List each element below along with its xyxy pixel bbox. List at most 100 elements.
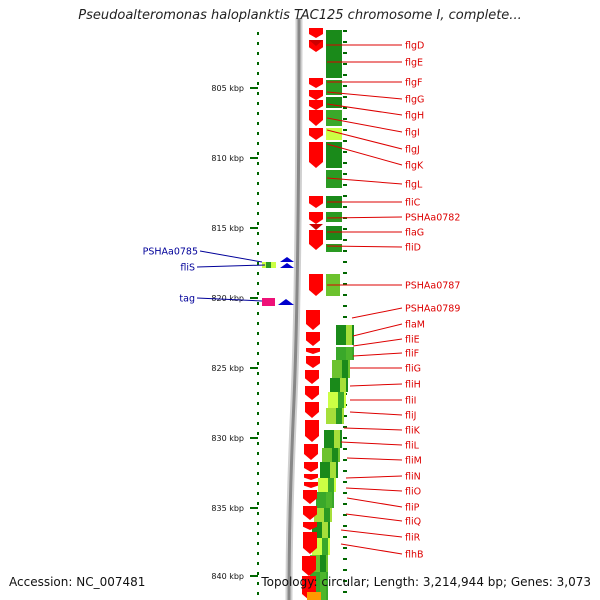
- right-dot: [343, 118, 347, 120]
- scale-dot: [257, 592, 259, 595]
- gene-label-flgi: flgI: [405, 128, 420, 139]
- expression-block: [326, 80, 342, 95]
- scale-dot: [257, 322, 259, 325]
- scale-tick-label: 835 kbp: [211, 504, 244, 513]
- scale-tick-label: 830 kbp: [211, 434, 244, 443]
- right-dot: [343, 151, 347, 153]
- gene-label-line: [340, 441, 403, 446]
- expression-block: [320, 555, 326, 572]
- gene-label-flgh: flgH: [405, 111, 424, 122]
- forward-gene-arrow: [304, 474, 318, 480]
- forward-gene-arrow: [305, 402, 319, 418]
- scale-dot: [257, 282, 259, 285]
- scale-dot: [257, 332, 259, 335]
- scale-dot: [257, 162, 259, 165]
- scale-dot: [257, 562, 259, 565]
- scale-dot: [257, 202, 259, 205]
- right-dot: [343, 107, 347, 109]
- forward-gene-arrow: [303, 490, 317, 504]
- gene-label-pshaa0782: PSHAa0782: [405, 213, 460, 224]
- scale-dot: [257, 572, 259, 575]
- expression-block: [326, 97, 342, 108]
- right-dot: [343, 195, 347, 197]
- gene-label-flgk: flgK: [405, 161, 424, 172]
- forward-gene-arrow: [309, 128, 323, 140]
- gene-label-line: [326, 129, 403, 150]
- forward-gene-arrow: [309, 78, 323, 88]
- gene-label-line: [346, 497, 403, 508]
- scale-dot: [257, 352, 259, 355]
- scale-dot: [257, 222, 259, 225]
- topology-label: Topology: circular; Length: 3,214,944 bp…: [261, 575, 591, 589]
- scale-dot: [257, 542, 259, 545]
- gene-label-flid: fliD: [405, 243, 421, 254]
- scale-dot: [257, 72, 259, 75]
- right-dot: [343, 525, 347, 527]
- gene-label-flir: fliR: [405, 533, 421, 544]
- expression-block: [338, 392, 344, 408]
- scale-dot: [257, 522, 259, 525]
- expression-block: [326, 492, 332, 508]
- expression-block: [332, 448, 338, 462]
- right-dot: [343, 316, 347, 318]
- gene-label-line: [326, 91, 403, 100]
- gene-label-flgf: flgF: [405, 78, 422, 89]
- scale-dot: [257, 292, 259, 295]
- right-dot: [343, 569, 347, 571]
- expression-block: [326, 110, 342, 126]
- forward-gene-arrow: [309, 28, 323, 38]
- gene-label-flgd: flgD: [405, 41, 424, 52]
- expression-block: [320, 572, 326, 600]
- right-dot: [343, 162, 347, 164]
- forward-gene-arrow: [309, 142, 323, 168]
- right-dot: [343, 536, 347, 538]
- right-dot: [343, 74, 347, 76]
- expression-block: [334, 430, 340, 448]
- map-title: Pseudoalteromonas haloplanktis TAC125 ch…: [78, 8, 522, 23]
- gene-label-line: [326, 245, 403, 248]
- gene-label-line: [196, 264, 266, 268]
- gene-label-flim: fliM: [405, 456, 422, 467]
- scale-dot: [257, 82, 259, 85]
- gene-label-line: [326, 143, 403, 166]
- expression-block: [328, 478, 334, 492]
- gene-label-flio: fliO: [405, 487, 421, 498]
- scale-dot: [257, 142, 259, 145]
- gene-label-line: [326, 216, 403, 219]
- expression-block: [326, 142, 342, 168]
- expression-block: [322, 522, 328, 538]
- gene-label-line: [349, 383, 403, 387]
- right-dot: [343, 547, 347, 549]
- gene-label-line: [346, 457, 403, 461]
- forward-gene-arrow: [309, 212, 323, 224]
- reverse-gene-arrow: [280, 263, 294, 268]
- right-dot: [343, 305, 347, 307]
- scale-dot: [257, 152, 259, 155]
- right-dot: [343, 261, 347, 263]
- right-dot: [343, 437, 347, 439]
- scale-tick-label: 815 kbp: [211, 224, 244, 233]
- scale-dot: [257, 502, 259, 505]
- scale-dot: [257, 92, 259, 95]
- scale-dot: [257, 212, 259, 215]
- gene-label-flif: fliF: [405, 349, 419, 360]
- expression-block: [340, 378, 346, 392]
- right-dot: [343, 481, 347, 483]
- right-dot: [343, 514, 347, 516]
- scale-dot: [257, 252, 259, 255]
- right-dot: [343, 294, 347, 296]
- gene-label-line: [352, 352, 403, 357]
- forward-gene-arrow: [304, 482, 318, 488]
- forward-gene-arrow: [309, 110, 323, 126]
- gene-label-flgg: flgG: [405, 95, 424, 106]
- gene-label-line: [326, 177, 403, 185]
- right-dot: [343, 239, 347, 241]
- right-dot: [343, 492, 347, 494]
- gene-label-line: [352, 338, 403, 347]
- forward-gene-arrow: [303, 522, 317, 530]
- scale-dot: [257, 272, 259, 275]
- forward-gene-arrow: [302, 556, 316, 576]
- expression-block: [326, 30, 342, 48]
- forward-gene-arrow: [303, 532, 317, 554]
